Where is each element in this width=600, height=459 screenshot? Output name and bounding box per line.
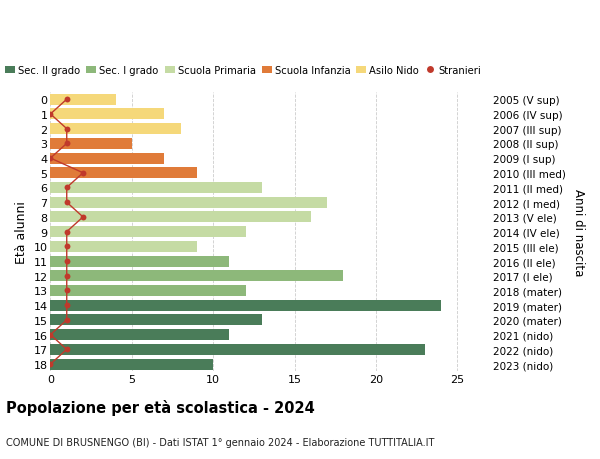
- Point: [62, 199, 71, 207]
- Bar: [50, 168, 197, 179]
- Point: [62, 229, 71, 236]
- Bar: [50, 285, 246, 297]
- Bar: [50, 139, 132, 150]
- Point: [62, 140, 71, 148]
- Point: [62, 258, 71, 265]
- Bar: [50, 109, 164, 120]
- Point: [62, 317, 71, 324]
- Point: [62, 126, 71, 133]
- Point: [46, 155, 55, 162]
- Text: COMUNE DI BRUSNENGO (BI) - Dati ISTAT 1° gennaio 2024 - Elaborazione TUTTITALIA.: COMUNE DI BRUSNENGO (BI) - Dati ISTAT 1°…: [6, 437, 434, 448]
- Y-axis label: Età alunni: Età alunni: [15, 201, 28, 263]
- Bar: [50, 271, 343, 282]
- Point: [46, 331, 55, 339]
- Point: [46, 111, 55, 118]
- Point: [62, 273, 71, 280]
- Bar: [50, 227, 246, 238]
- Point: [62, 302, 71, 309]
- Point: [62, 346, 71, 353]
- Bar: [50, 344, 425, 355]
- Point: [62, 185, 71, 192]
- Text: Popolazione per età scolastica - 2024: Popolazione per età scolastica - 2024: [6, 399, 315, 415]
- Bar: [50, 330, 229, 341]
- Bar: [50, 212, 311, 223]
- Bar: [50, 197, 327, 208]
- Bar: [50, 256, 229, 267]
- Bar: [50, 183, 262, 194]
- Bar: [50, 300, 441, 311]
- Bar: [50, 124, 181, 135]
- Legend: Sec. II grado, Sec. I grado, Scuola Primaria, Scuola Infanzia, Asilo Nido, Stran: Sec. II grado, Sec. I grado, Scuola Prim…: [1, 62, 485, 79]
- Bar: [50, 315, 262, 326]
- Bar: [50, 153, 164, 164]
- Point: [62, 96, 71, 104]
- Point: [78, 170, 88, 177]
- Bar: [50, 241, 197, 252]
- Y-axis label: Anni di nascita: Anni di nascita: [572, 189, 585, 276]
- Point: [46, 361, 55, 368]
- Bar: [50, 359, 213, 370]
- Point: [78, 214, 88, 221]
- Bar: [50, 95, 116, 106]
- Point: [62, 243, 71, 251]
- Point: [62, 287, 71, 295]
